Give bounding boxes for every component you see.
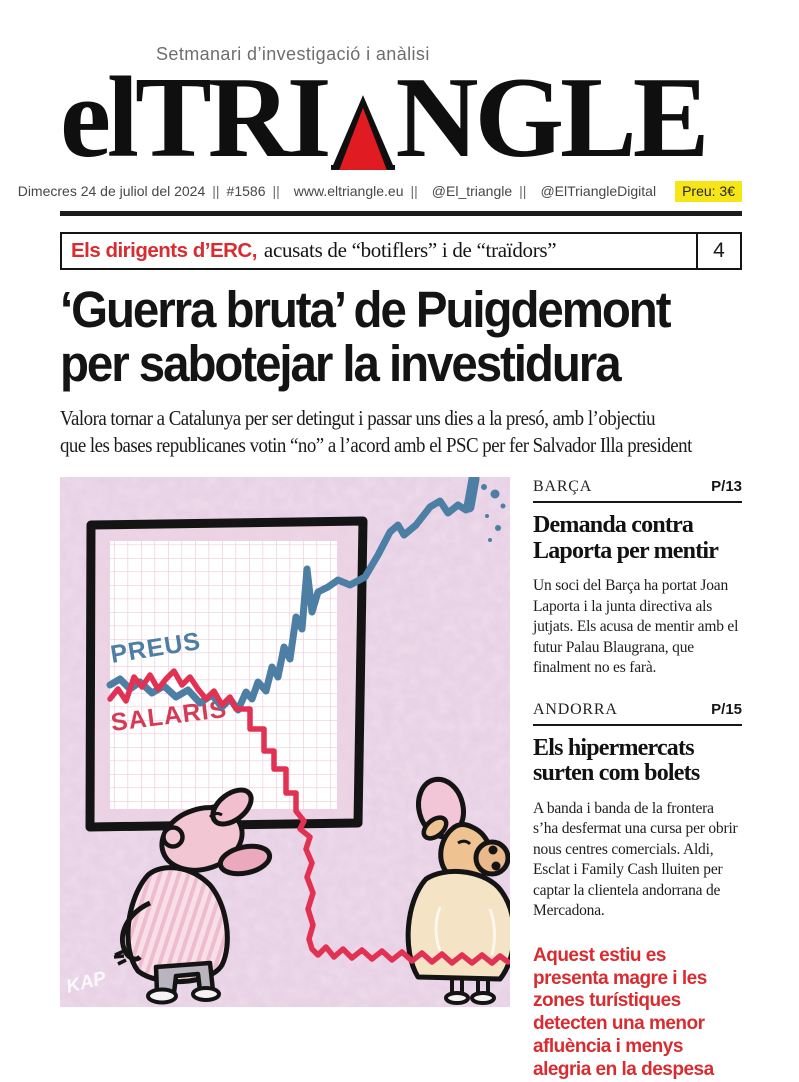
- dateline-date: Dimecres 24 de juliol del 2024: [17, 183, 206, 200]
- logo-tri: TRI: [135, 54, 332, 181]
- section-name: BARÇA: [533, 478, 593, 496]
- teaser-lead: Els dirigents d’ERC,: [71, 238, 257, 262]
- story-title: Demanda contra Laporta per mentir: [533, 512, 719, 564]
- section-page-ref: P/13: [711, 478, 742, 496]
- story-title: Els hipermercats surten com bolets: [533, 734, 700, 787]
- separator: ||: [410, 183, 418, 200]
- salaris-line: [107, 668, 511, 966]
- cartoon-man: [113, 787, 273, 1005]
- main-headline: ‘Guerra bruta’ de Puigdemont per sabotej…: [60, 280, 742, 393]
- headline-line-2: per sabotejar la investidura: [60, 335, 622, 393]
- logo-triangle-icon: [330, 94, 395, 170]
- masthead-kicker: Setmanari d’investigació i anàlisi: [156, 44, 430, 64]
- teaser-rest: acusats de “botiflers” i de “traïdors”: [263, 238, 557, 263]
- preus-line: [106, 477, 477, 714]
- editorial-cartoon: PREUS SALARIS: [60, 473, 517, 1008]
- price-badge: Preu: 3€: [675, 180, 742, 202]
- logo-ngle: NGLE: [395, 54, 710, 181]
- teaser-bar: Els dirigents d’ERC, acusats de “botifle…: [60, 231, 742, 270]
- section-header: BARÇA P/13: [533, 478, 742, 504]
- masthead-logo: el TRI NGLE: [60, 54, 742, 181]
- logo-el: el: [60, 54, 139, 181]
- separator: ||: [519, 183, 527, 200]
- story-body: Un soci del Barça ha portat Joan Laporta…: [533, 577, 739, 677]
- story-body: A banda i banda de la frontera s’ha desf…: [533, 800, 738, 920]
- summer-highlight-text: Aquest estiu es presenta magre i les zon…: [533, 944, 714, 1080]
- dateline-issue-number: #1586: [226, 183, 266, 200]
- headline-line-1: ‘Guerra bruta’ de Puigdemont: [60, 280, 672, 338]
- separator: ||: [212, 183, 220, 200]
- section-name: ANDORRA: [533, 700, 618, 718]
- separator: ||: [272, 183, 280, 200]
- sidebar-story-andorra: ANDORRA P/15 Els hipermercats surten com…: [533, 701, 742, 922]
- subheadline-line-1: Valora tornar a Catalunya per ser deting…: [60, 405, 656, 430]
- sidebar-story-barca: BARÇA P/13 Demanda contra Laporta per me…: [533, 478, 742, 679]
- teaser-page-number: 4: [696, 233, 740, 268]
- chart-frame: [85, 516, 368, 832]
- dateline: Dimecres 24 de juliol del 2024 || #1586 …: [18, 180, 742, 211]
- dateline-website: www.eltriangle.eu: [293, 183, 404, 200]
- masthead-rule: [60, 210, 742, 216]
- sidebar: BARÇA P/13 Demanda contra Laporta per me…: [533, 477, 742, 1081]
- subheadline: Valora tornar a Catalunya per ser deting…: [60, 405, 742, 459]
- ink-splatter: [481, 484, 506, 543]
- dateline-facebook-handle: @ElTriangleDigital: [540, 183, 657, 200]
- cover-main: PREUS SALARIS: [60, 473, 742, 1081]
- teaser-text: Els dirigents d’ERC, acusats de “botifle…: [62, 234, 696, 268]
- dateline-twitter-handle: @El_triangle: [431, 183, 513, 200]
- section-page-ref: P/15: [711, 700, 742, 718]
- section-header: ANDORRA P/15: [533, 701, 742, 726]
- cartoon-canvas: PREUS SALARIS: [60, 473, 517, 1008]
- subheadline-line-2: que les bases republicanes votin “no” a …: [60, 433, 692, 457]
